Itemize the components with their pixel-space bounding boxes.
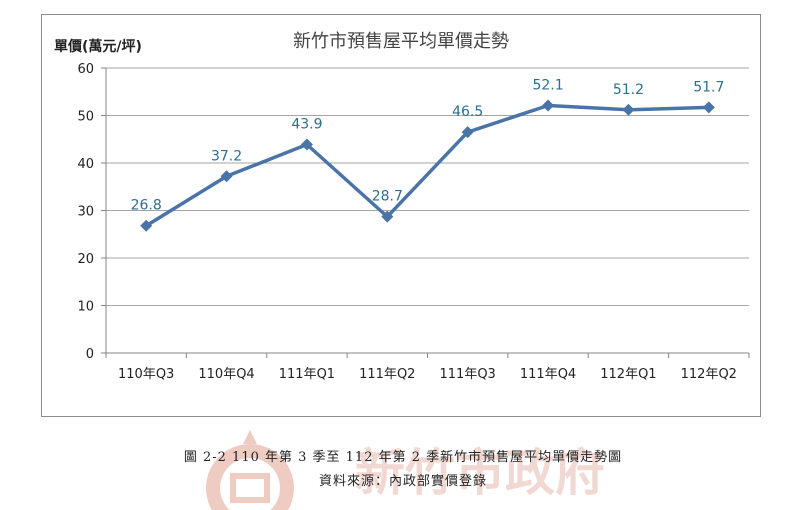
data-label: 51.2 [613, 82, 644, 98]
y-tick-label: 20 [77, 252, 94, 267]
x-tick-label: 111年Q2 [359, 367, 415, 382]
data-label: 37.2 [211, 148, 242, 164]
seal-icon [206, 430, 294, 510]
x-tick-label: 111年Q3 [440, 367, 496, 382]
figure-caption: 圖 2-2 110 年第 3 季至 112 年第 2 季新竹市預售屋平均單價走勢… [183, 450, 623, 465]
y-tick-label: 40 [77, 157, 94, 172]
data-point [702, 101, 715, 114]
x-tick-label: 111年Q1 [279, 367, 335, 382]
x-tick-label: 112年Q2 [681, 367, 737, 382]
y-tick-label: 60 [77, 62, 94, 77]
data-point [381, 210, 394, 223]
chart-title: 新竹市預售屋平均單價走勢 [293, 31, 509, 52]
x-tick-label: 110年Q4 [198, 367, 254, 382]
data-point [461, 126, 474, 139]
line-chart: 0 10 20 30 40 50 60 110年Q3 110年Q4 111年Q1 111年Q2 111… [54, 31, 750, 382]
y-tick-label: 50 [77, 110, 94, 125]
y-tick-label: 30 [77, 205, 94, 220]
x-tick-label: 111年Q4 [520, 367, 576, 382]
data-label: 52.1 [532, 78, 563, 94]
data-label: 51.7 [693, 79, 724, 95]
data-point [220, 170, 233, 183]
y-tick-label: 0 [86, 347, 94, 362]
y-tick-label: 10 [77, 300, 94, 315]
x-tick-label: 110年Q3 [118, 367, 174, 382]
data-point [300, 138, 313, 151]
series-line [145, 103, 709, 228]
data-point [622, 103, 635, 116]
y-axis-label: 單價(萬元/坪) [54, 38, 142, 55]
data-point [542, 99, 555, 112]
data-label: 26.8 [131, 198, 162, 214]
data-label: 46.5 [452, 104, 483, 120]
watermark-text: 新竹市政府 [355, 444, 605, 502]
data-label: 43.9 [291, 116, 322, 132]
x-tick-label: 112年Q1 [600, 367, 656, 382]
source-note: 資料來源：內政部實價登錄 [318, 474, 487, 489]
chart-frame: 0 10 20 30 40 50 60 110年Q3 110年Q4 111年Q1 111年Q2 111… [41, 14, 761, 417]
data-label: 28.7 [372, 189, 403, 205]
data-point [140, 219, 153, 232]
government-seal-watermark: 新竹市政府 [206, 430, 605, 510]
